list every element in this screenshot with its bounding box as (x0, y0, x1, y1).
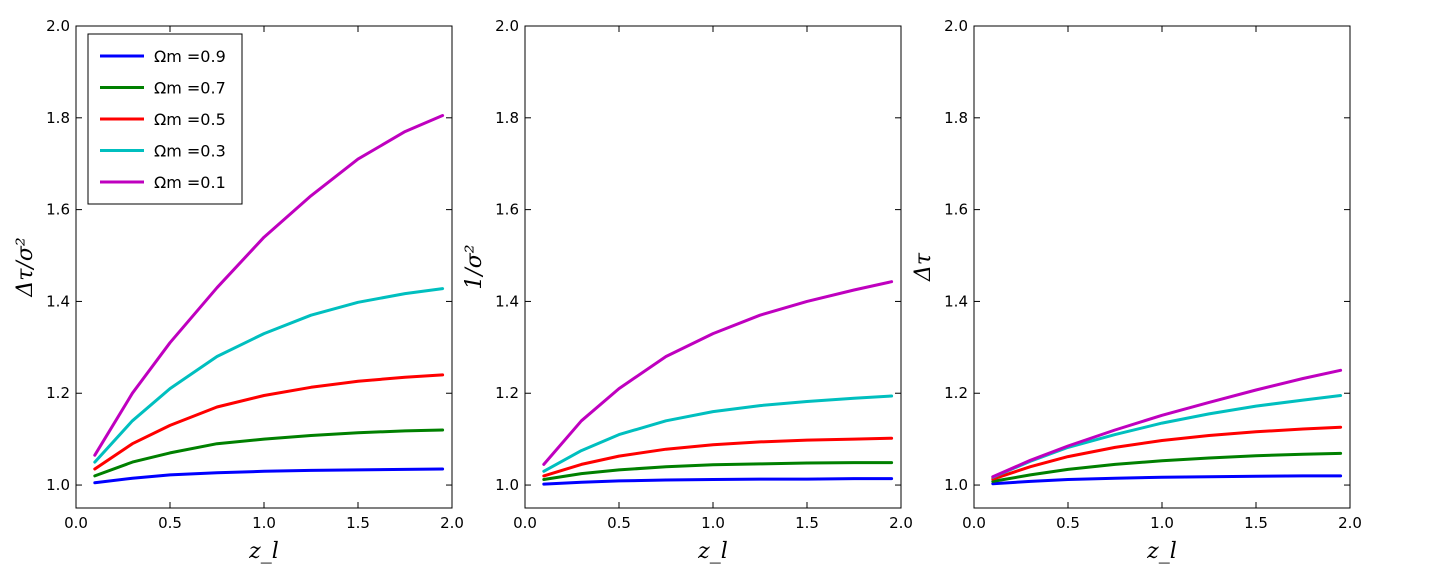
legend-entry: Ωm =0.7 (154, 79, 226, 98)
y-tick-label: 1.4 (944, 292, 968, 310)
x-tick-label: 1.5 (795, 514, 819, 532)
y-tick-label: 1.4 (46, 292, 70, 310)
x-axis-label: z_l (1146, 539, 1177, 564)
legend-entry: Ωm =0.3 (154, 142, 226, 161)
chart-panel-2: 0.0 0.5 1.0 1.5 2.0 1.0 1.2 1.4 1.6 1.8 2.0 z_l 1/σ² (462, 17, 913, 564)
y-axis-label: 1/σ² (462, 244, 487, 289)
y-tick-label: 1.0 (944, 476, 968, 494)
y-tick-label: 1.0 (495, 476, 519, 494)
x-tick-label: 0.0 (962, 514, 986, 532)
y-axis-label: Δτ/σ² (13, 237, 38, 297)
x-tick-label: 0.5 (1056, 514, 1080, 532)
legend-entry: Ωm =0.1 (154, 173, 226, 192)
y-tick-label: 1.8 (944, 109, 968, 127)
plot-frame (525, 26, 901, 508)
y-tick-label: 1.2 (495, 384, 519, 402)
y-tick-label: 1.4 (495, 292, 519, 310)
y-tick-label: 2.0 (944, 17, 968, 35)
x-tick-label: 0.5 (158, 514, 182, 532)
y-tick-label: 1.6 (495, 201, 519, 219)
y-tick-label: 1.8 (46, 109, 70, 127)
y-tick-label: 2.0 (46, 17, 70, 35)
chart-panel-1: 0.0 0.5 1.0 1.5 2.0 1.0 1.2 1.4 1.6 1.8 2.0 z_l Δτ/σ… (13, 17, 464, 564)
x-axis-label: z_l (697, 539, 728, 564)
series-line-m0-9 (544, 479, 892, 485)
y-tick-label: 1.2 (944, 384, 968, 402)
y-tick-label: 2.0 (495, 17, 519, 35)
y-axis-label: Δτ (911, 252, 936, 282)
chart-panel-3: 0.0 0.5 1.0 1.5 2.0 1.0 1.2 1.4 1.6 1.8 2.0 z_l Δτ (911, 17, 1362, 564)
legend: Ωm =0.9 Ωm =0.7 Ωm =0.5 Ωm =0.3 Ωm =0.1 (88, 34, 242, 204)
x-tick-label: 2.0 (889, 514, 913, 532)
series-line-m0-9 (993, 476, 1341, 484)
x-tick-label: 1.0 (1150, 514, 1174, 532)
x-tick-label: 1.5 (346, 514, 370, 532)
x-axis-label: z_l (248, 539, 279, 564)
x-tick-label: 1.0 (701, 514, 725, 532)
x-tick-label: 0.5 (607, 514, 631, 532)
legend-entry: Ωm =0.5 (154, 110, 226, 129)
x-tick-label: 2.0 (440, 514, 464, 532)
x-tick-label: 1.5 (1244, 514, 1268, 532)
series-line-m0-9 (95, 469, 443, 483)
series-line-m0-7 (544, 463, 892, 480)
series-line-m0-1 (544, 282, 892, 465)
x-tick-label: 1.0 (252, 514, 276, 532)
y-tick-label: 1.8 (495, 109, 519, 127)
legend-entry: Ωm =0.9 (154, 47, 226, 66)
y-tick-label: 1.6 (46, 201, 70, 219)
y-tick-label: 1.0 (46, 476, 70, 494)
series-line-m0-5 (95, 375, 443, 469)
y-tick-label: 1.2 (46, 384, 70, 402)
y-tick-label: 1.6 (944, 201, 968, 219)
x-tick-label: 0.0 (64, 514, 88, 532)
x-tick-label: 2.0 (1338, 514, 1362, 532)
x-tick-label: 0.0 (513, 514, 537, 532)
series-line-m0-3 (993, 396, 1341, 478)
plot-frame (974, 26, 1350, 508)
